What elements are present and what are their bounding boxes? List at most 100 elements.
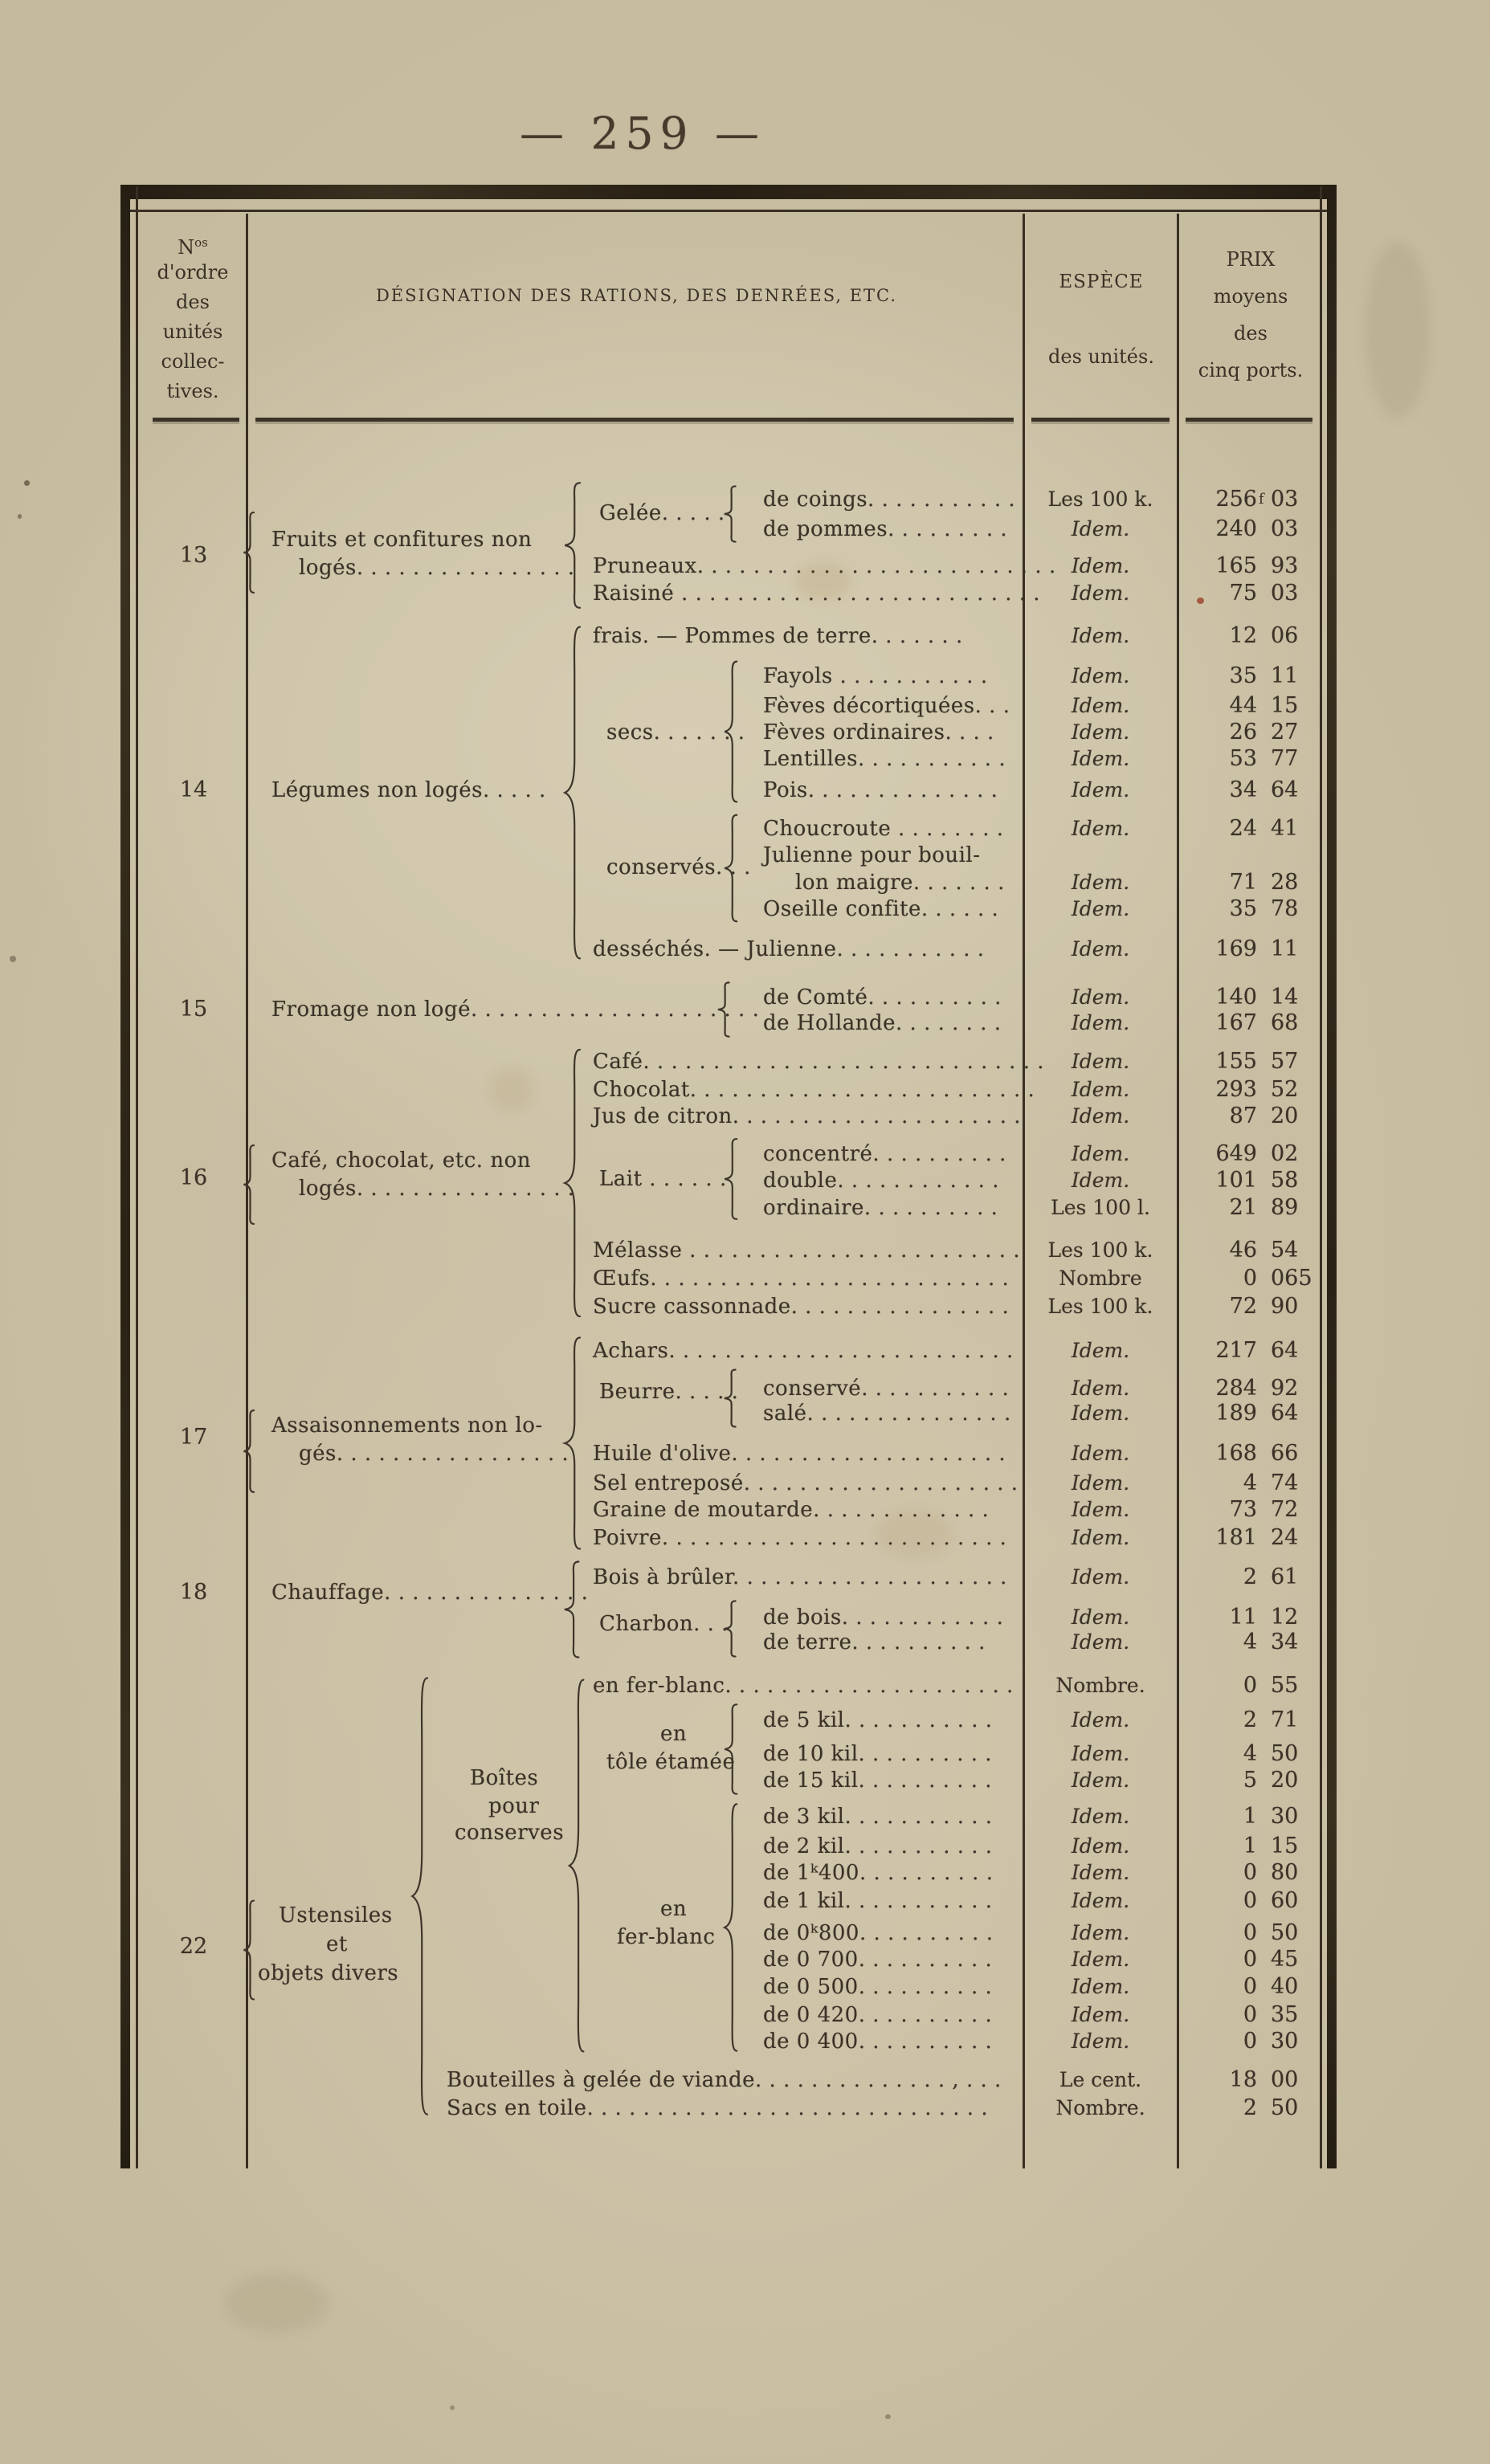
row-price-francs: 140 bbox=[1215, 985, 1257, 1010]
brace bbox=[721, 813, 741, 924]
table-row: Achars. . . . . . . . . . . . . . . . . … bbox=[0, 1337, 1490, 1365]
table-row: Bouteilles à gelée de viande. . . . . . … bbox=[0, 2066, 1490, 2094]
row-label: Choucroute . . . . . . . . bbox=[763, 817, 1004, 841]
brace bbox=[241, 1409, 257, 1494]
header-col1-line1: Nos bbox=[178, 235, 208, 259]
row-label: Mélasse . . . . . . . . . . . . . . . . … bbox=[593, 1238, 1021, 1263]
group-label: secs. . . . . . . bbox=[606, 720, 745, 745]
row-label: Poivre. . . . . . . . . . . . . . . . . … bbox=[593, 1526, 1007, 1550]
row-price-cents: 41 bbox=[1271, 816, 1299, 841]
brace bbox=[561, 1560, 583, 1659]
row-unit: Idem. bbox=[1071, 694, 1130, 717]
row-label: de 0 500. . . . . . . . . . bbox=[763, 1975, 993, 1999]
group-label: Gelée. . . . . bbox=[599, 501, 725, 525]
row-price-cents: 78 bbox=[1271, 896, 1299, 921]
row-label: de bois. . . . . . . . . . . . bbox=[763, 1605, 1004, 1630]
paper-stain bbox=[490, 1068, 533, 1112]
table-row: Pois. . . . . . . . . . . . . . Idem. 34 64 bbox=[0, 777, 1490, 804]
row-label: Fèves ordinaires. . . . bbox=[763, 720, 994, 745]
row-label: de 0ᵏ800. . . . . . . . . . bbox=[763, 1921, 994, 1945]
brace bbox=[721, 1137, 741, 1221]
row-price-cents: 77 bbox=[1271, 746, 1299, 771]
row-unit: Idem. bbox=[1071, 1442, 1130, 1465]
table-row: Fèves ordinaires. . . . Idem. 26 27 bbox=[0, 719, 1490, 746]
row-price-francs: 0 bbox=[1243, 1860, 1257, 1885]
row-price-cents: 24 bbox=[1271, 1525, 1299, 1550]
row-price-cents: 64 bbox=[1271, 1338, 1299, 1363]
row-label: Pois. . . . . . . . . . . . . . bbox=[763, 778, 998, 802]
row-price-francs: 72 bbox=[1229, 1294, 1257, 1319]
table-row: de 3 kil. . . . . . . . . . . Idem. 1 30 bbox=[0, 1803, 1490, 1830]
row-unit: Idem. bbox=[1071, 720, 1130, 744]
row-label: de pommes. . . . . . . . . bbox=[763, 517, 1008, 541]
row-unit: Nombre bbox=[1059, 1267, 1142, 1290]
row-price-cents: 11 bbox=[1271, 663, 1299, 688]
header-prix-line1: PRIX bbox=[1226, 248, 1276, 271]
group-number-22: 22 bbox=[179, 1934, 208, 1959]
row-price-francs: 649 bbox=[1215, 1141, 1257, 1166]
row-unit: Idem. bbox=[1071, 817, 1130, 840]
table-row: de Comté. . . . . . . . . . Idem. 140 14 bbox=[0, 984, 1490, 1011]
row-price-francs: 0 bbox=[1243, 1974, 1257, 1999]
group-label: et bbox=[326, 1932, 348, 1956]
row-price-cents: 20 bbox=[1271, 1768, 1299, 1793]
row-unit: Idem. bbox=[1071, 1742, 1130, 1765]
table-right-border bbox=[1327, 186, 1337, 2168]
row-label: de 0 400. . . . . . . . . . bbox=[763, 2030, 993, 2054]
header-col1-line6: tives. bbox=[166, 380, 219, 402]
table-row: de pommes. . . . . . . . . Idem. 240 03 bbox=[0, 516, 1490, 543]
row-price-francs: 284 bbox=[1215, 1376, 1257, 1401]
ink-speck bbox=[10, 956, 16, 962]
brace bbox=[408, 1669, 432, 2123]
row-price-francs: 240 bbox=[1215, 516, 1257, 541]
table-row: Pruneaux. . . . . . . . . . . . . . . . … bbox=[0, 553, 1490, 580]
row-unit: Idem. bbox=[1071, 778, 1130, 802]
table-row: de 1ᵏ400. . . . . . . . . . Idem. 0 80 bbox=[0, 1859, 1490, 1887]
group-number-16: 16 bbox=[179, 1165, 208, 1190]
row-price-cents: 66 bbox=[1271, 1441, 1299, 1466]
paper-stain bbox=[795, 562, 851, 599]
header-prix-line3: des bbox=[1234, 322, 1268, 345]
row-price-francs: 53 bbox=[1229, 746, 1257, 771]
row-unit: Idem. bbox=[1071, 517, 1130, 541]
row-label: Café. . . . . . . . . . . . . . . . . . … bbox=[593, 1050, 1044, 1074]
table-row: de 0 420. . . . . . . . . . Idem. 0 35 bbox=[0, 2001, 1490, 2029]
row-price-cents: 03 bbox=[1271, 487, 1299, 512]
column-separator-1 bbox=[246, 214, 248, 2168]
brace bbox=[561, 1044, 585, 1322]
row-label: de 5 kil. . . . . . . . . . . bbox=[763, 1708, 993, 1732]
group-label: fer-blanc bbox=[617, 1925, 716, 1949]
row-unit: Idem. bbox=[1071, 1078, 1130, 1101]
group-number-17: 17 bbox=[179, 1425, 208, 1450]
row-price-cents: 72 bbox=[1271, 1497, 1299, 1522]
row-price-francs: 12 bbox=[1229, 623, 1257, 648]
group-label: Ustensiles bbox=[279, 1903, 393, 1928]
row-price-francs: 189 bbox=[1215, 1401, 1257, 1426]
row-unit: Idem. bbox=[1071, 1861, 1130, 1884]
row-price-francs: 217 bbox=[1215, 1338, 1257, 1363]
row-unit: Idem. bbox=[1071, 1708, 1130, 1732]
group-number-15: 15 bbox=[179, 997, 208, 1022]
group-label: objets divers bbox=[258, 1961, 399, 1985]
page-number: — 259 — bbox=[520, 108, 765, 159]
row-unit: Idem. bbox=[1071, 581, 1130, 605]
row-price-cents: 64 bbox=[1271, 1401, 1299, 1426]
row-price-francs: 167 bbox=[1215, 1010, 1257, 1035]
table-row: de 15 kil. . . . . . . . . . Idem. 5 20 bbox=[0, 1767, 1490, 1794]
row-unit: Idem. bbox=[1071, 1498, 1130, 1521]
group-label: Assaisonnements non lo- bbox=[271, 1414, 543, 1438]
table-row: Raisiné . . . . . . . . . . . . . . . . … bbox=[0, 580, 1490, 607]
row-price-cents: 60 bbox=[1271, 1888, 1299, 1913]
row-price-cents: 50 bbox=[1271, 2095, 1299, 2120]
row-price-cents: 15 bbox=[1271, 1834, 1299, 1858]
table-left-border bbox=[120, 186, 130, 2168]
brace bbox=[561, 1333, 585, 1553]
row-label: Pruneaux. . . . . . . . . . . . . . . . … bbox=[593, 554, 1056, 578]
row-unit: Les 100 k. bbox=[1047, 1295, 1153, 1318]
row-price-francs: 44 bbox=[1229, 693, 1257, 718]
row-label: de 0 700. . . . . . . . . . bbox=[763, 1948, 993, 1972]
row-price-francs: 0 bbox=[1243, 1266, 1257, 1291]
brace bbox=[721, 1600, 739, 1658]
row-price-cents: 61 bbox=[1271, 1564, 1299, 1589]
ink-speck bbox=[450, 2405, 455, 2410]
